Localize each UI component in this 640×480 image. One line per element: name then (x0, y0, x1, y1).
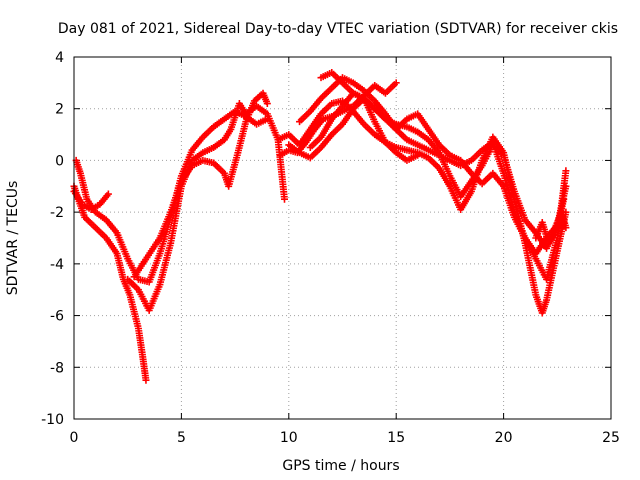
series-track-1 (70, 182, 150, 384)
data-point (562, 224, 570, 232)
y-tick-label: 0 (55, 153, 64, 169)
series-track-9 (317, 69, 570, 258)
data-point (414, 151, 422, 159)
y-tick-label: -6 (50, 309, 64, 325)
y-tick-label: -10 (41, 412, 64, 428)
data-point (263, 100, 271, 108)
data-point (142, 376, 150, 384)
y-tick-label: 4 (55, 50, 64, 66)
data-point (392, 79, 400, 87)
data-point (104, 190, 112, 198)
x-tick-label: 5 (177, 430, 186, 446)
x-tick-label: 25 (602, 430, 620, 446)
data-point (281, 195, 289, 203)
y-tick-label: -8 (50, 360, 64, 376)
ticks: 0 5 10 15 20 25 -10 -8 -6 -4 -2 0 2 4 (41, 50, 620, 446)
data-point (562, 182, 570, 190)
x-tick-label: 15 (387, 430, 405, 446)
y-axis-label: SDTVAR / TECUs (5, 181, 21, 296)
series-track-3 (70, 187, 112, 214)
plot-frame (73, 56, 612, 420)
x-tick-label: 20 (495, 430, 513, 446)
series-track-10 (276, 79, 400, 159)
series-track-6 (274, 97, 570, 317)
series-track-2 (72, 107, 271, 286)
chart-title: Day 081 of 2021, Sidereal Day-to-day VTE… (58, 21, 618, 37)
x-tick-label: 0 (70, 430, 79, 446)
x-tick-label: 10 (280, 430, 298, 446)
series-track-11 (285, 94, 422, 164)
y-tick-label: -2 (50, 205, 64, 221)
series-track-5 (130, 89, 271, 281)
series-track-7 (296, 74, 570, 283)
y-tick-label: 2 (55, 102, 64, 118)
data-marks (70, 69, 570, 384)
y-tick-label: -4 (50, 257, 64, 273)
series-track-12 (532, 208, 570, 247)
data-point (562, 167, 570, 175)
x-axis-label: GPS time / hours (282, 458, 399, 474)
